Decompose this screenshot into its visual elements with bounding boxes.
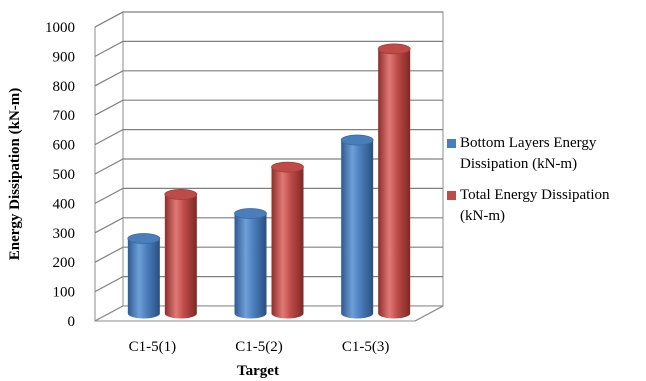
y-tick-label: 200	[53, 255, 76, 271]
bar-body	[341, 140, 374, 319]
gridline	[94, 276, 443, 293]
bar-total-2	[271, 161, 304, 319]
x-tick-label: C1-5(2)	[235, 339, 283, 355]
legend-entry-bottom-layers: Bottom Layers Energy Dissipation (kN-m)	[447, 135, 597, 172]
bar-total-1	[164, 189, 198, 319]
gridline	[94, 40, 443, 57]
bar-bottom-layers-1	[127, 233, 161, 319]
gridline	[94, 217, 443, 234]
bar-bottom-layers-3	[340, 134, 374, 319]
y-tick-label: 1000	[45, 20, 75, 36]
legend-entry-total: Total Energy Dissipation (kN-m)	[447, 187, 610, 224]
bar-body	[234, 213, 267, 319]
y-tick-label: 400	[53, 196, 76, 212]
legend-label: (kN-m)	[460, 208, 505, 224]
legend-swatch	[447, 139, 456, 148]
y-axis-tick-labels: 0 100 200 300 400 500 600 700 800 900 1000	[45, 20, 75, 330]
floor-right-edge	[414, 305, 444, 322]
gridline	[94, 11, 443, 28]
y-tick-label: 800	[53, 79, 76, 95]
bar-top	[340, 134, 374, 146]
y-axis-title: Energy Dissipation (kN-m)	[7, 88, 23, 261]
bar-top	[377, 43, 411, 55]
bar-top	[271, 161, 304, 173]
bar-body	[378, 48, 411, 319]
bar-body	[271, 167, 304, 319]
y-tick-label: 100	[53, 285, 76, 301]
bar-top	[127, 233, 161, 244]
y-tick-label: 300	[53, 226, 76, 242]
legend-label: Bottom Layers Energy	[460, 135, 597, 151]
bar-top	[234, 208, 267, 219]
gridline	[94, 70, 443, 87]
gridline	[94, 129, 443, 146]
bar-body	[164, 194, 197, 319]
legend-label: Total Energy Dissipation	[460, 187, 610, 203]
bar-top	[164, 189, 198, 200]
bar-total-3	[377, 43, 411, 319]
legend: Bottom Layers Energy Dissipation (kN-m) To…	[447, 135, 610, 224]
bar-bottom-layers-2	[234, 208, 267, 319]
legend-swatch	[447, 191, 456, 200]
x-axis-title: Target	[237, 363, 279, 379]
gridline	[94, 158, 443, 175]
x-tick-label: C1-5(1)	[129, 339, 177, 355]
bar-body	[127, 238, 160, 319]
x-axis-tick-labels: C1-5(1) C1-5(2) C1-5(3)	[129, 339, 390, 355]
gridlines	[94, 11, 443, 322]
y-tick-label: 0	[68, 314, 76, 330]
gridline	[94, 246, 443, 263]
y-tick-label: 600	[53, 138, 76, 154]
x-tick-label: C1-5(3)	[342, 339, 390, 355]
legend-label: Dissipation (kN-m)	[460, 156, 577, 172]
y-tick-label: 500	[53, 167, 76, 183]
y-tick-label: 900	[53, 49, 76, 65]
bars	[127, 43, 411, 319]
gridline	[94, 99, 443, 116]
y-tick-label: 700	[53, 108, 76, 124]
gridline	[94, 187, 443, 204]
